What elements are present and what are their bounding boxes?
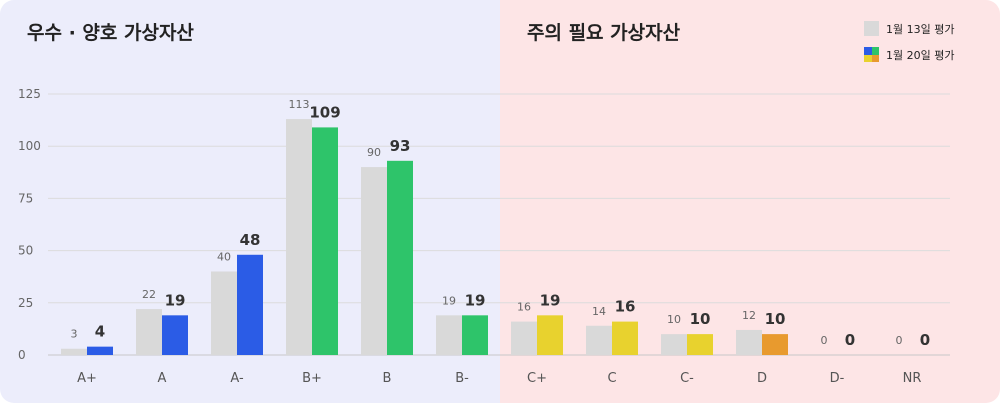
bar-curr <box>537 315 563 355</box>
legend-swatch-cell <box>864 47 872 55</box>
legend-label-prev: 1월 13일 평가 <box>886 22 955 36</box>
y-tick-label: 75 <box>18 191 33 205</box>
bar-curr <box>162 315 188 355</box>
bar-curr <box>762 334 788 355</box>
data-label-curr: 19 <box>465 291 486 309</box>
y-tick-label: 125 <box>18 87 41 101</box>
data-label-curr: 48 <box>240 231 261 249</box>
x-category-label: C+ <box>527 371 547 386</box>
good-section-title: 우수 · 양호 가상자산 <box>27 22 194 44</box>
data-label-curr: 0 <box>845 331 855 349</box>
data-label-curr: 19 <box>165 291 186 309</box>
data-label-curr: 109 <box>309 103 340 121</box>
data-label-curr: 16 <box>615 298 636 316</box>
chart-legend: 1월 13일 평가 1월 20일 평가 <box>864 20 954 72</box>
x-category-label: C- <box>680 371 694 386</box>
y-tick-label: 50 <box>18 244 33 258</box>
data-label-curr: 10 <box>690 310 711 328</box>
x-category-label: D- <box>830 371 845 386</box>
x-category-label: B- <box>455 371 469 386</box>
bar-prev <box>211 271 237 355</box>
bar-prev <box>436 315 462 355</box>
x-category-label: B+ <box>302 371 322 386</box>
data-label-curr: 19 <box>540 291 561 309</box>
bar-prev <box>361 167 387 355</box>
bar-prev <box>61 348 87 355</box>
x-category-label: A+ <box>77 371 97 386</box>
x-category-label: C <box>607 371 616 386</box>
bar-prev <box>661 334 687 355</box>
legend-swatch-cell <box>871 47 879 55</box>
data-label-prev: 19 <box>442 294 456 307</box>
bar-curr <box>612 321 638 355</box>
bar-curr <box>462 315 488 355</box>
caution-section-title: 주의 필요 가상자산 <box>527 22 681 44</box>
bar-prev <box>736 329 762 355</box>
data-label-curr: 10 <box>765 310 786 328</box>
x-category-label: D <box>757 371 767 386</box>
bar-curr <box>687 334 713 355</box>
x-category-label: A- <box>230 371 244 386</box>
bar-prev <box>586 325 612 355</box>
data-label-prev: 3 <box>71 328 78 341</box>
data-label-prev: 12 <box>742 309 756 322</box>
data-label-prev: 90 <box>367 146 381 159</box>
x-category-label: NR <box>903 371 922 386</box>
x-category-label: A <box>158 371 167 386</box>
data-label-prev: 22 <box>142 288 156 301</box>
legend-swatch-prev <box>864 21 879 36</box>
legend-swatch-cell <box>871 54 879 62</box>
bar-curr <box>87 346 113 355</box>
legend-swatch-curr <box>864 47 879 62</box>
bar-curr <box>312 127 338 356</box>
bar-prev <box>511 321 537 355</box>
y-tick-label: 100 <box>18 139 41 153</box>
bar-prev <box>286 119 312 355</box>
bar-prev <box>136 309 162 355</box>
bar-curr <box>237 254 263 355</box>
data-label-curr: 93 <box>390 137 411 155</box>
y-tick-label: 25 <box>18 296 33 310</box>
data-label-prev: 16 <box>517 301 531 314</box>
data-label-prev: 0 <box>896 334 903 347</box>
data-label-prev: 14 <box>592 305 606 318</box>
data-label-prev: 0 <box>821 334 828 347</box>
data-label-prev: 10 <box>667 313 681 326</box>
legend-label-curr: 1월 20일 평가 <box>886 48 955 62</box>
x-category-label: B <box>383 371 392 386</box>
legend-swatch-cell <box>864 54 872 62</box>
y-tick-label: 0 <box>18 348 26 362</box>
data-label-curr: 0 <box>920 331 930 349</box>
data-label-curr: 4 <box>95 323 105 341</box>
legend-item-prev: 1월 13일 평가 <box>864 20 954 37</box>
bar-curr <box>387 160 413 355</box>
legend-item-curr: 1월 20일 평가 <box>864 46 954 63</box>
data-label-prev: 113 <box>289 98 310 111</box>
data-label-prev: 40 <box>217 250 231 263</box>
